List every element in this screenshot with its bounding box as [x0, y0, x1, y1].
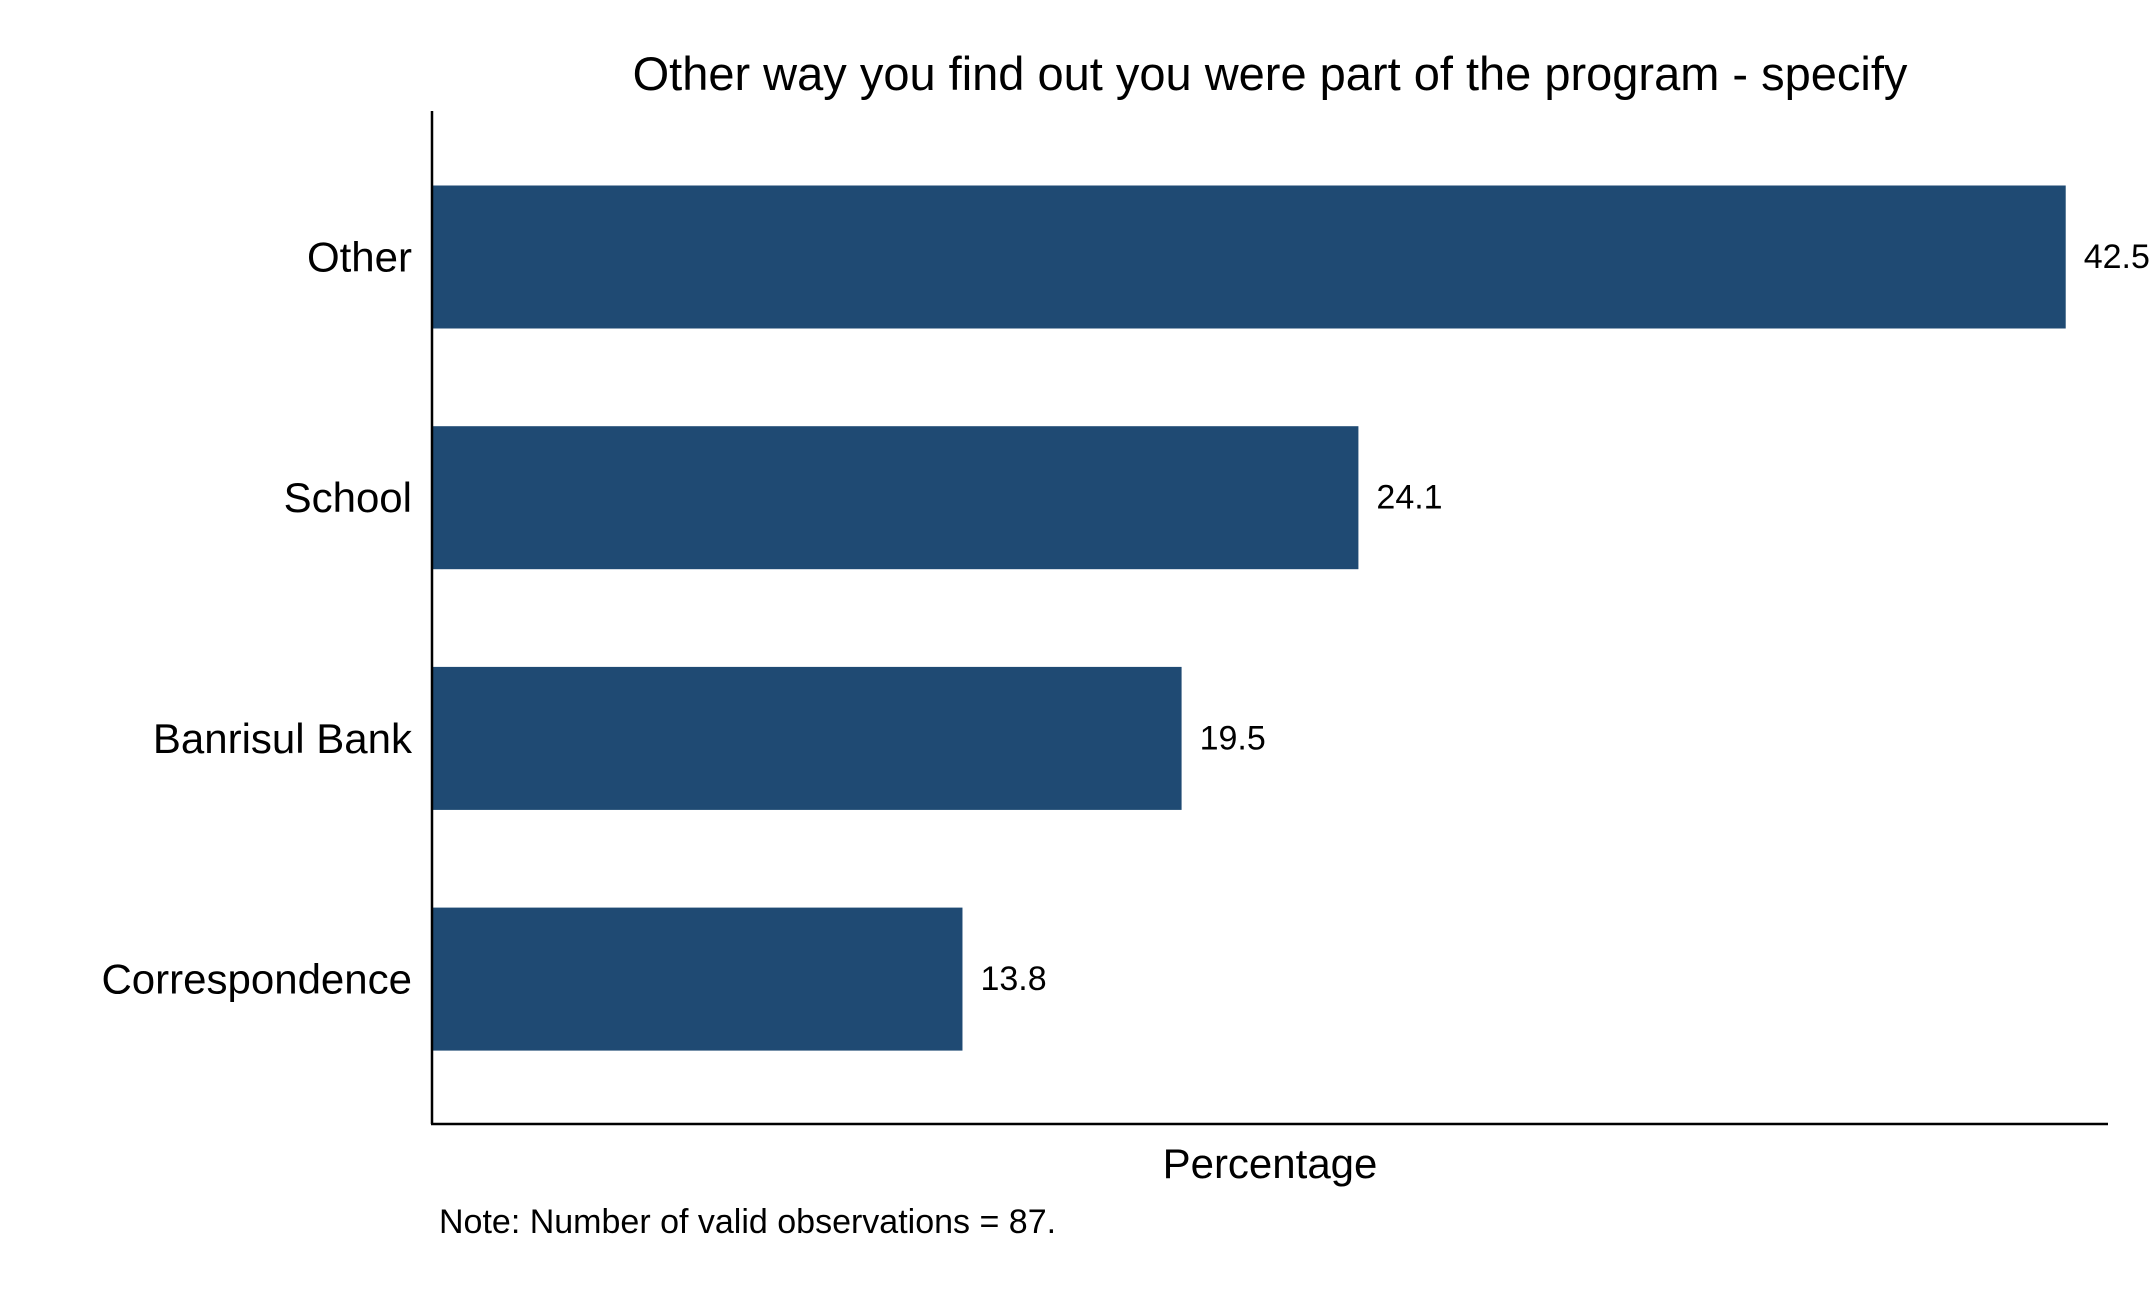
category-label-school: School	[284, 474, 412, 521]
value-labels: 42.5 24.1 19.5 13.8	[980, 238, 2149, 998]
category-labels: Other School Banrisul Bank Correspondence	[101, 234, 413, 1003]
bar-other	[432, 185, 2066, 329]
bar-banrisul-bank	[432, 666, 1182, 810]
value-label-correspondence: 13.8	[980, 960, 1046, 998]
value-label-school: 24.1	[1376, 479, 1442, 517]
bar-correspondence	[432, 907, 963, 1051]
category-label-other: Other	[307, 234, 412, 281]
bar-school	[432, 426, 1359, 570]
chart-note: Note: Number of valid observations = 87.	[439, 1203, 1056, 1241]
chart-title: Other way you find out you were part of …	[633, 47, 1908, 100]
category-label-banrisul-bank: Banrisul Bank	[153, 715, 413, 762]
category-label-correspondence: Correspondence	[101, 956, 412, 1003]
value-label-other: 42.5	[2084, 238, 2150, 276]
x-axis-title: Percentage	[1163, 1140, 1378, 1187]
value-label-banrisul-bank: 19.5	[1200, 719, 1266, 757]
bars-layer	[432, 185, 2066, 1051]
